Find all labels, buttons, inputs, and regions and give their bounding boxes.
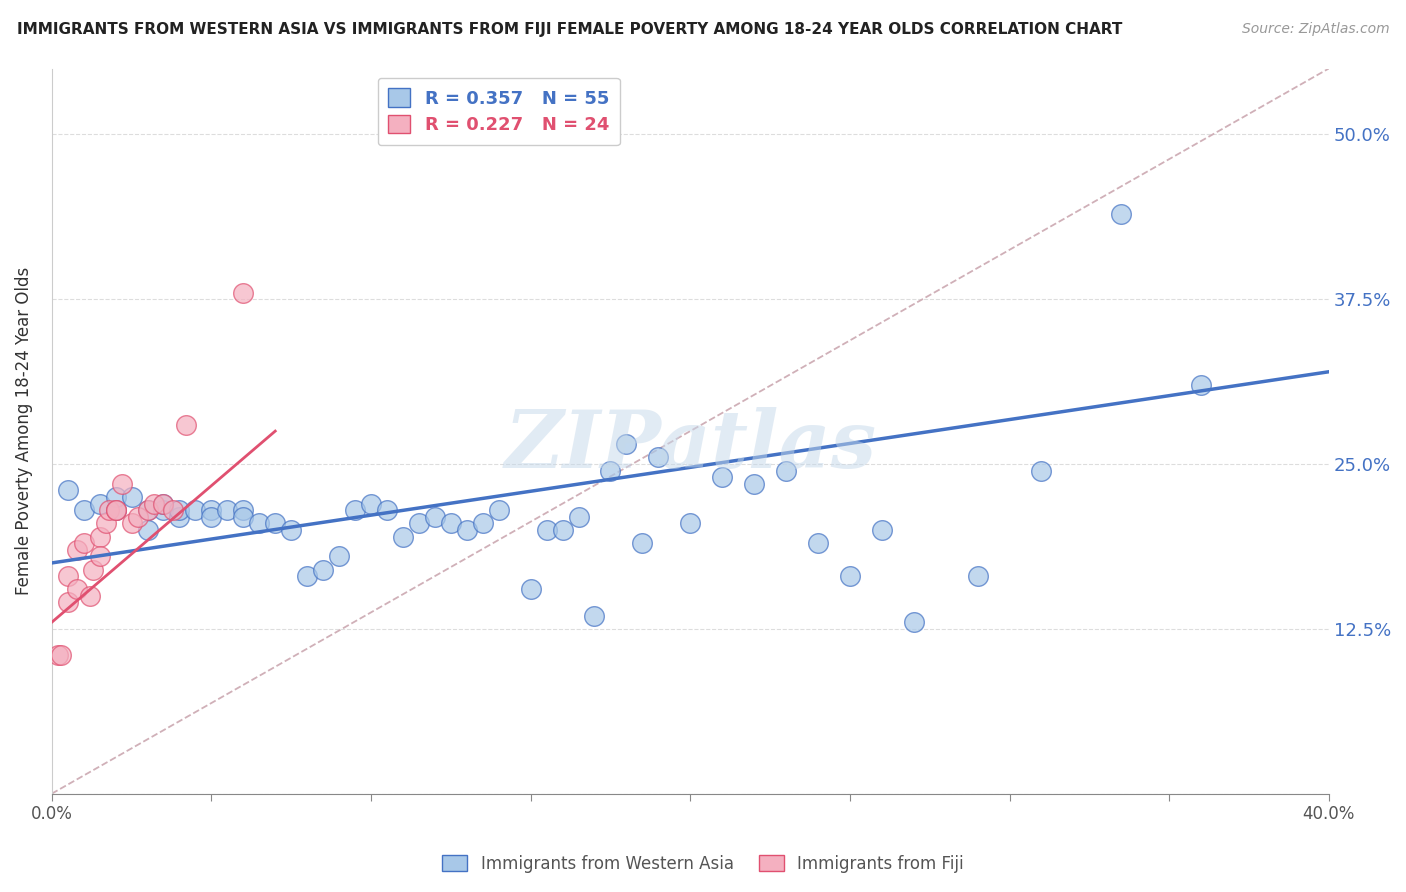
Text: IMMIGRANTS FROM WESTERN ASIA VS IMMIGRANTS FROM FIJI FEMALE POVERTY AMONG 18-24 : IMMIGRANTS FROM WESTERN ASIA VS IMMIGRAN… xyxy=(17,22,1122,37)
Point xyxy=(807,536,830,550)
Point xyxy=(328,549,350,564)
Point xyxy=(567,509,589,524)
Point xyxy=(111,476,134,491)
Point xyxy=(152,503,174,517)
Point xyxy=(104,503,127,517)
Point xyxy=(519,582,541,597)
Point xyxy=(312,562,335,576)
Point xyxy=(89,549,111,564)
Text: ZIPatlas: ZIPatlas xyxy=(505,407,876,484)
Point xyxy=(98,503,121,517)
Point xyxy=(56,483,79,498)
Point xyxy=(392,530,415,544)
Point xyxy=(456,523,478,537)
Point xyxy=(247,516,270,531)
Point xyxy=(89,530,111,544)
Point xyxy=(679,516,702,531)
Point xyxy=(280,523,302,537)
Point xyxy=(184,503,207,517)
Legend: R = 0.357   N = 55, R = 0.227   N = 24: R = 0.357 N = 55, R = 0.227 N = 24 xyxy=(378,78,620,145)
Point xyxy=(104,503,127,517)
Point xyxy=(232,509,254,524)
Point xyxy=(142,497,165,511)
Point xyxy=(870,523,893,537)
Point xyxy=(360,497,382,511)
Point xyxy=(903,615,925,630)
Point xyxy=(136,503,159,517)
Point xyxy=(775,464,797,478)
Point xyxy=(94,516,117,531)
Point xyxy=(647,450,669,465)
Point xyxy=(711,470,734,484)
Point xyxy=(104,503,127,517)
Text: Source: ZipAtlas.com: Source: ZipAtlas.com xyxy=(1241,22,1389,37)
Point xyxy=(169,503,191,517)
Point xyxy=(423,509,446,524)
Point xyxy=(89,497,111,511)
Y-axis label: Female Poverty Among 18-24 Year Olds: Female Poverty Among 18-24 Year Olds xyxy=(15,267,32,595)
Point xyxy=(127,509,149,524)
Point xyxy=(631,536,654,550)
Point xyxy=(82,562,104,576)
Point xyxy=(599,464,621,478)
Point xyxy=(152,497,174,511)
Point xyxy=(79,589,101,603)
Point xyxy=(200,503,222,517)
Point xyxy=(169,509,191,524)
Point xyxy=(471,516,494,531)
Point xyxy=(232,285,254,300)
Point xyxy=(742,476,765,491)
Point xyxy=(136,503,159,517)
Point xyxy=(583,608,606,623)
Point xyxy=(375,503,398,517)
Point xyxy=(217,503,239,517)
Point xyxy=(200,509,222,524)
Point xyxy=(1109,206,1132,220)
Point xyxy=(56,569,79,583)
Point xyxy=(73,536,96,550)
Point xyxy=(121,490,143,504)
Point xyxy=(121,516,143,531)
Point xyxy=(616,437,638,451)
Point xyxy=(174,417,197,432)
Point xyxy=(440,516,463,531)
Point xyxy=(264,516,287,531)
Point xyxy=(295,569,318,583)
Point xyxy=(551,523,574,537)
Point xyxy=(1189,378,1212,392)
Point xyxy=(838,569,860,583)
Point xyxy=(488,503,510,517)
Point xyxy=(51,648,73,663)
Legend: Immigrants from Western Asia, Immigrants from Fiji: Immigrants from Western Asia, Immigrants… xyxy=(436,848,970,880)
Point xyxy=(152,497,174,511)
Point xyxy=(966,569,988,583)
Point xyxy=(73,503,96,517)
Point xyxy=(66,582,89,597)
Point xyxy=(1031,464,1053,478)
Point xyxy=(136,523,159,537)
Point xyxy=(46,648,69,663)
Point xyxy=(104,490,127,504)
Point xyxy=(344,503,367,517)
Point xyxy=(162,503,184,517)
Point xyxy=(66,542,89,557)
Point xyxy=(232,503,254,517)
Point xyxy=(56,595,79,609)
Point xyxy=(536,523,558,537)
Point xyxy=(408,516,430,531)
